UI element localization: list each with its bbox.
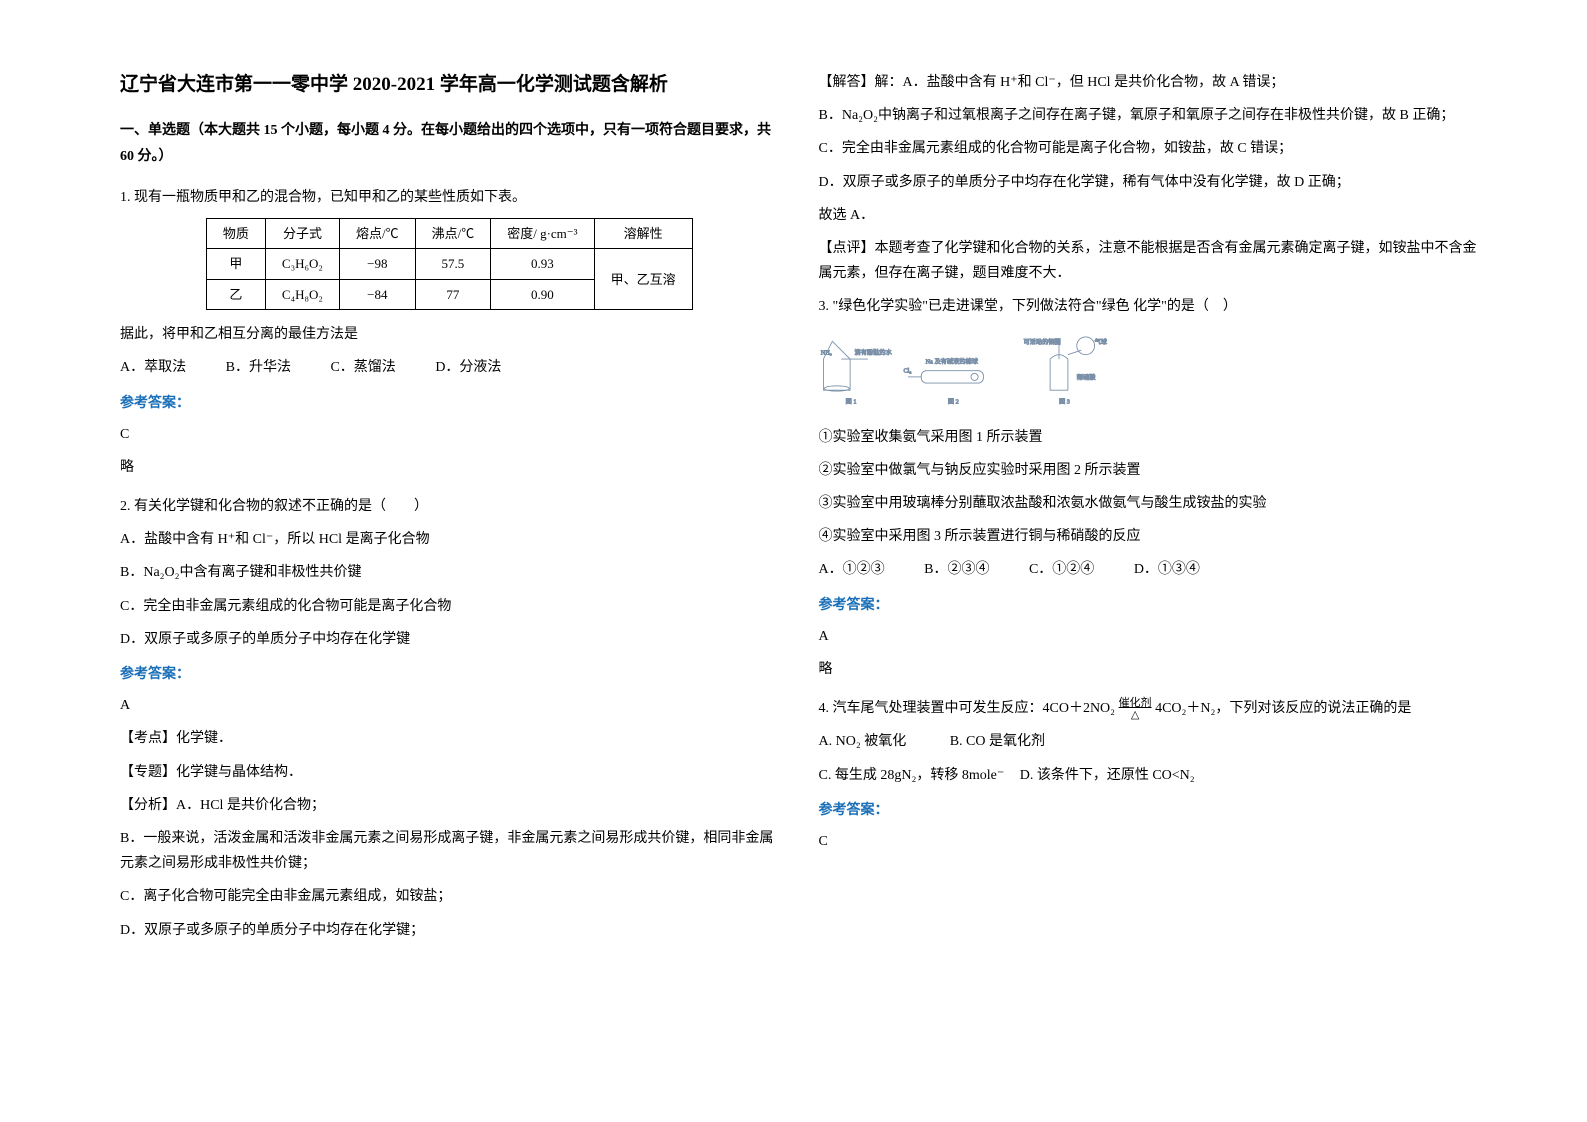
q1-options: A．萃取法 B．升华法 C．蒸馏法 D．分液法 <box>120 355 779 380</box>
th-melt: 熔点/℃ <box>339 218 415 248</box>
q1-exp: 略 <box>120 455 779 480</box>
q2-kd: 【考点】化学键． <box>120 726 779 751</box>
q2-jdc: C．完全由非金属元素组成的化合物可能是离子化合物，如铵盐，故 C 错误； <box>819 136 1478 161</box>
section-heading: 一、单选题（本大题共 15 个小题，每小题 4 分。在每小题给出的四个选项中，只… <box>120 118 779 168</box>
q4-opts-line1: A. NO₂ 被氧化 B. CO 是氧化剂 <box>819 729 1478 754</box>
table-row: 物质 分子式 熔点/℃ 沸点/℃ 密度/ g·cm⁻³ 溶解性 <box>206 218 692 248</box>
doc-title: 辽宁省大连市第一一零中学 2020-2021 学年高一化学测试题含解析 <box>120 70 779 100</box>
experiment-figure-icon: NH₃ 滴有酚酞的水 图 1 Cl₂ Na 及有碱液的棉球 图 2 可活动的铜圈 <box>819 328 1139 408</box>
c-merge: 甲、乙互溶 <box>594 249 692 310</box>
opt-a: A．盐酸中含有 H⁺和 Cl⁻，所以 HCl 是离子化合物 <box>120 527 779 552</box>
opt-c: C．蒸馏法 <box>330 360 395 375</box>
q1-after: 据此，将甲和乙相互分离的最佳方法是 <box>120 322 779 347</box>
q1-text: 1. 现有一瓶物质甲和乙的混合物，已知甲和乙的某些性质如下表。 <box>120 185 779 210</box>
th-density: 密度/ g·cm⁻³ <box>491 218 594 248</box>
question-3: 3. "绿色化学实验"已走进课堂，下列做法符合"绿色 化学"的是（ ） NH₃ … <box>819 294 1478 682</box>
q3-options: A．①②③ B．②③④ C．①②④ D．①③④ <box>819 557 1478 582</box>
th-solubility: 溶解性 <box>594 218 692 248</box>
q3-s1: ①实验室收集氨气采用图 1 所示装置 <box>819 425 1478 450</box>
q3-s4: ④实验室中采用图 3 所示装置进行铜与稀硝酸的反应 <box>819 524 1478 549</box>
label-na: Na 及有碱液的棉球 <box>925 357 978 365</box>
opt-a: A．萃取法 <box>120 360 186 375</box>
answer-label: 参考答案： <box>120 391 779 416</box>
q2-fxc: C．离子化合物可能完全由非金属元素组成，如铵盐； <box>120 884 779 909</box>
opt-c: C. 每生成 28gN₂，转移 8mole⁻ <box>819 768 1005 783</box>
opt-c: C．完全由非金属元素组成的化合物可能是离子化合物 <box>120 594 779 619</box>
th-boil: 沸点/℃ <box>415 218 491 248</box>
opt-c: C．①②④ <box>1029 562 1094 577</box>
c: 0.93 <box>491 249 594 279</box>
opt-b: B. CO 是氧化剂 <box>950 734 1045 749</box>
c: −98 <box>339 249 415 279</box>
c: 乙 <box>206 279 265 309</box>
table-row: 甲 C₃H₆O₂ −98 57.5 0.93 甲、乙互溶 <box>206 249 692 279</box>
q2-answer: A <box>120 693 779 718</box>
q3-answer: A <box>819 624 1478 649</box>
catalyst-label: 催化剂 <box>1119 697 1152 709</box>
q3-s2: ②实验室中做氯气与钠反应实验时采用图 2 所示装置 <box>819 458 1478 483</box>
q1-answer: C <box>120 422 779 447</box>
answer-label: 参考答案： <box>819 798 1478 823</box>
opt-b: B．Na₂O₂中含有离子键和非极性共价键 <box>120 560 779 585</box>
q1-table: 物质 分子式 熔点/℃ 沸点/℃ 密度/ g·cm⁻³ 溶解性 甲 C₃H₆O₂… <box>206 218 693 310</box>
left-column: 辽宁省大连市第一一零中学 2020-2021 学年高一化学测试题含解析 一、单选… <box>100 70 799 1082</box>
q4-opts-line2: C. 每生成 28gN₂，转移 8mole⁻ D. 该条件下，还原性 CO<N₂ <box>819 763 1478 788</box>
q2-jdb: B．Na₂O₂中钠离子和过氧根离子之间存在离子键，氧原子和氧原子之间存在非极性共… <box>819 103 1478 128</box>
arrow-condition: 催化剂 △ <box>1119 697 1152 721</box>
c: 57.5 <box>415 249 491 279</box>
q3-text: 3. "绿色化学实验"已走进课堂，下列做法符合"绿色 化学"的是（ ） <box>819 294 1478 319</box>
opt-d: D．双原子或多原子的单质分子中均存在化学键 <box>120 627 779 652</box>
q4-text: 4. 汽车尾气处理装置中可发生反应：4CO＋2NO₂ 催化剂 △ 4CO₂＋N₂… <box>819 696 1478 721</box>
label-acid: 稀硝酸 <box>1076 373 1095 381</box>
label-p1: 图 1 <box>845 398 856 405</box>
q2-dp: 【点评】本题考查了化学键和化合物的关系，注意不能根据是否含有金属元素确定离子键，… <box>819 236 1478 286</box>
q2-fxd: D．双原子或多原子的单质分子中均存在化学键； <box>120 918 779 943</box>
answer-label: 参考答案： <box>120 662 779 687</box>
q4-answer: C <box>819 829 1478 854</box>
question-1: 1. 现有一瓶物质甲和乙的混合物，已知甲和乙的某些性质如下表。 物质 分子式 熔… <box>120 185 779 480</box>
answer-label: 参考答案： <box>819 593 1478 618</box>
q2-jd: 【解答】解：A．盐酸中含有 H⁺和 Cl⁻，但 HCl 是共价化合物，故 A 错… <box>819 70 1478 95</box>
opt-b: B．升华法 <box>226 360 291 375</box>
opt-d: D. 该条件下，还原性 CO<N₂ <box>1020 768 1195 783</box>
q3-exp: 略 <box>819 657 1478 682</box>
c: 77 <box>415 279 491 309</box>
label-cl2: Cl₂ <box>903 367 911 374</box>
right-column: 【解答】解：A．盐酸中含有 H⁺和 Cl⁻，但 HCl 是共价化合物，故 A 错… <box>799 70 1498 1082</box>
label-water: 滴有酚酞的水 <box>854 348 892 356</box>
opt-a: A. NO₂ 被氧化 <box>819 734 907 749</box>
question-2: 2. 有关化学键和化合物的叙述不正确的是（ ） A．盐酸中含有 H⁺和 Cl⁻，… <box>120 494 779 943</box>
triangle-icon: △ <box>1131 709 1139 721</box>
c: 0.90 <box>491 279 594 309</box>
q2-jdd: D．双原子或多原子的单质分子中均存在化学键，稀有气体中没有化学键，故 D 正确； <box>819 170 1478 195</box>
label-p3: 图 3 <box>1059 398 1070 405</box>
q4-text-b: 4CO₂＋N₂，下列对该反应的说法正确的是 <box>1155 701 1411 716</box>
opt-b: B．②③④ <box>924 562 989 577</box>
q3-s3: ③实验室中用玻璃棒分别蘸取浓盐酸和浓氨水做氨气与酸生成铵盐的实验 <box>819 491 1478 516</box>
q3-diagram: NH₃ 滴有酚酞的水 图 1 Cl₂ Na 及有碱液的棉球 图 2 可活动的铜圈 <box>819 328 1478 417</box>
c: C₃H₆O₂ <box>265 249 339 279</box>
c: 甲 <box>206 249 265 279</box>
opt-d: D．分液法 <box>435 360 501 375</box>
q2-pick: 故选 A． <box>819 203 1478 228</box>
q2-zt: 【专题】化学键与晶体结构． <box>120 760 779 785</box>
c: C₄H₈O₂ <box>265 279 339 309</box>
th-substance: 物质 <box>206 218 265 248</box>
q2-fxb: B．一般来说，活泼金属和活泼非金属元素之间易形成离子键，非金属元素之间易形成共价… <box>120 826 779 876</box>
question-4: 4. 汽车尾气处理装置中可发生反应：4CO＋2NO₂ 催化剂 △ 4CO₂＋N₂… <box>819 696 1478 854</box>
label-p2: 图 2 <box>947 398 958 405</box>
q2-text: 2. 有关化学键和化合物的叙述不正确的是（ ） <box>120 494 779 519</box>
th-formula: 分子式 <box>265 218 339 248</box>
opt-d: D．①③④ <box>1134 562 1200 577</box>
q4-text-a: 4. 汽车尾气处理装置中可发生反应：4CO＋2NO₂ <box>819 701 1119 716</box>
opt-a: A．①②③ <box>819 562 885 577</box>
label-cu: 可活动的铜圈 <box>1023 338 1060 346</box>
q2-fx: 【分析】A．HCl 是共价化合物； <box>120 793 779 818</box>
label-balloon: 气球 <box>1094 338 1107 346</box>
c: −84 <box>339 279 415 309</box>
label-nh3: NH₃ <box>820 349 831 356</box>
